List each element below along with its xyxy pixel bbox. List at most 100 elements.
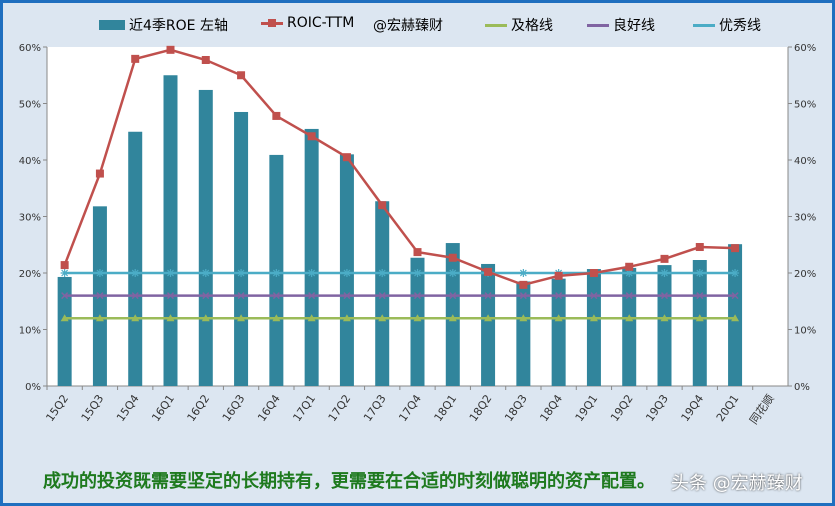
legend-label: 近4季ROE 左轴 [129, 18, 228, 34]
marker-triangle [307, 314, 316, 322]
marker-star [237, 269, 246, 277]
watermark: 头条 @宏赫臻财 [671, 473, 803, 494]
marker-roic [95, 169, 104, 178]
marker-roic [731, 244, 740, 253]
marker-x [625, 292, 633, 300]
bar-roe [234, 111, 249, 386]
footer-caption: 成功的投资既需要坚定的长期持有，更需要在合适的时刻做聪明的资产配置。 [43, 471, 655, 492]
x-tick-label: 19Q3 [643, 392, 671, 424]
marker-star [272, 269, 281, 277]
marker-triangle [625, 314, 634, 322]
marker-triangle [413, 314, 422, 322]
marker-roic [625, 262, 634, 271]
bar-roe [481, 263, 496, 386]
legend-roe: 近4季ROE 左轴 [99, 15, 228, 35]
marker-star [201, 269, 210, 277]
legend-excellent: 优秀线 [693, 15, 761, 35]
marker-triangle [95, 314, 104, 322]
x-tick-label: 同花顺 [747, 392, 777, 426]
marker-triangle [272, 314, 281, 322]
x-tick-label: 20Q1 [714, 392, 742, 424]
marker-x [449, 292, 457, 300]
y2-tick-label: 20% [794, 269, 816, 280]
marker-roic [237, 71, 246, 80]
marker-x [484, 292, 492, 300]
marker-star [731, 269, 740, 277]
x-tick-label: 15Q2 [43, 392, 71, 424]
legend-label: 优秀线 [719, 18, 761, 34]
marker-star [519, 269, 528, 277]
bar-roe [304, 128, 319, 387]
legend-good: 良好线 [587, 15, 655, 35]
y2-tick-label: 60% [794, 43, 816, 54]
marker-triangle [695, 314, 704, 322]
marker-roic [307, 132, 316, 141]
bar-roe [410, 257, 425, 386]
marker-roic [342, 153, 351, 162]
y-tick-label: 30% [19, 213, 41, 224]
marker-triangle [731, 314, 740, 322]
marker-star [60, 269, 69, 277]
marker-roic [660, 254, 669, 263]
y-tick-label: 50% [19, 100, 41, 111]
marker-x [131, 292, 139, 300]
marker-star [131, 269, 140, 277]
x-tick-label: 15Q3 [79, 392, 107, 424]
x-tick-label: 18Q1 [432, 392, 460, 424]
marker-x [166, 292, 175, 300]
marker-x [378, 292, 386, 300]
marker-roic [131, 54, 140, 63]
marker-triangle [237, 314, 246, 322]
bar-roe [551, 278, 566, 386]
legend-label: 及格线 [511, 18, 553, 34]
marker-triangle [484, 314, 493, 322]
marker-x [660, 292, 669, 300]
x-tick-label: 18Q3 [502, 392, 530, 424]
marker-star [166, 269, 175, 277]
line-roic [63, 48, 736, 287]
marker-roic [201, 55, 210, 64]
marker-triangle [201, 314, 210, 322]
marker-x [731, 292, 739, 300]
legend-label: @宏赫臻财 [373, 18, 443, 34]
x-tick-label: 16Q1 [149, 392, 177, 424]
legend-label: ROIC-TTM [287, 15, 355, 31]
x-tick-label: 16Q2 [185, 392, 213, 424]
chart-plot: 0% 0% 10% 10% 20% 20% 30% 30% 40% 40% 50% 50% 60% 60%… [19, 43, 816, 427]
legend-x-marker-icon [587, 23, 609, 27]
marker-x [202, 292, 210, 300]
legend-extra: @宏赫臻财 [373, 15, 443, 35]
legend-label: 良好线 [613, 18, 655, 34]
marker-x [343, 292, 351, 300]
marker-roic [695, 243, 704, 252]
marker-roic [272, 111, 281, 120]
marker-star [695, 269, 704, 277]
bar-roe [198, 89, 213, 386]
marker-triangle [519, 314, 528, 322]
marker-x [237, 292, 245, 300]
marker-triangle [448, 314, 457, 322]
marker-roic [554, 271, 563, 280]
legend-triangle-marker-icon [485, 23, 507, 27]
marker-x [61, 292, 69, 300]
marker-star [307, 269, 316, 277]
legend-roic: ROIC-TTM [261, 15, 354, 31]
bar-roe [163, 75, 178, 386]
x-tick-label: 17Q3 [361, 392, 389, 424]
marker-star [413, 269, 422, 277]
marker-triangle [660, 314, 669, 322]
marker-x [413, 292, 422, 300]
marker-roic [484, 267, 493, 276]
marker-roic [413, 248, 422, 257]
x-tick-label: 17Q2 [326, 392, 354, 424]
x-tick-label: 19Q1 [573, 392, 601, 424]
legend-star-marker-icon [693, 23, 715, 27]
marker-x [590, 292, 598, 300]
x-tick-label: 17Q4 [396, 392, 424, 424]
y-tick-label: 40% [19, 156, 41, 167]
marker-star [625, 269, 634, 277]
y2-tick-label: 10% [794, 326, 816, 337]
marker-star [448, 269, 457, 277]
marker-roic [448, 253, 457, 262]
